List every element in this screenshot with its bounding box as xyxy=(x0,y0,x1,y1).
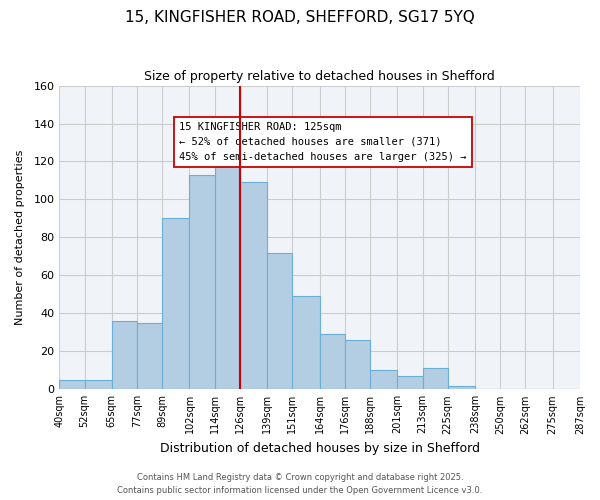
Text: 15, KINGFISHER ROAD, SHEFFORD, SG17 5YQ: 15, KINGFISHER ROAD, SHEFFORD, SG17 5YQ xyxy=(125,10,475,25)
Bar xyxy=(292,296,320,390)
Bar xyxy=(162,218,190,390)
Bar xyxy=(59,380,85,390)
Bar xyxy=(422,368,448,390)
Y-axis label: Number of detached properties: Number of detached properties xyxy=(15,150,25,325)
Bar xyxy=(112,321,137,390)
Bar xyxy=(320,334,345,390)
X-axis label: Distribution of detached houses by size in Shefford: Distribution of detached houses by size … xyxy=(160,442,479,455)
Bar xyxy=(190,175,215,390)
Bar xyxy=(137,323,162,390)
Text: 15 KINGFISHER ROAD: 125sqm
← 52% of detached houses are smaller (371)
45% of sem: 15 KINGFISHER ROAD: 125sqm ← 52% of deta… xyxy=(179,122,467,162)
Bar xyxy=(215,160,240,390)
Bar xyxy=(240,182,267,390)
Bar xyxy=(448,386,475,390)
Title: Size of property relative to detached houses in Shefford: Size of property relative to detached ho… xyxy=(144,70,495,83)
Bar xyxy=(267,252,292,390)
Bar xyxy=(345,340,370,390)
Bar xyxy=(85,380,112,390)
Text: Contains HM Land Registry data © Crown copyright and database right 2025.
Contai: Contains HM Land Registry data © Crown c… xyxy=(118,474,482,495)
Bar xyxy=(370,370,397,390)
Bar xyxy=(397,376,422,390)
